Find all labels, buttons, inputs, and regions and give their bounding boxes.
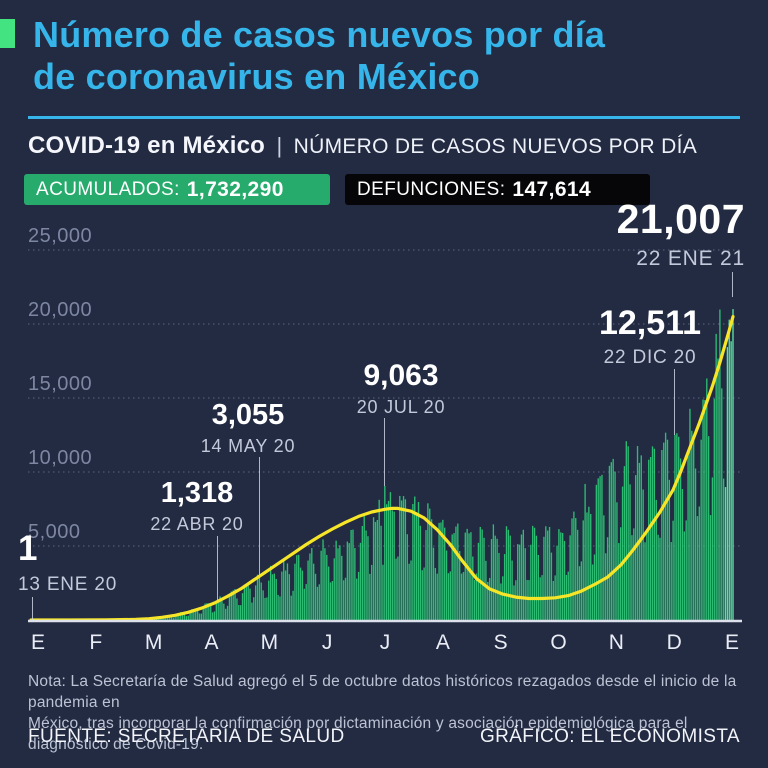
trend-line: [29, 315, 735, 622]
annotation-value: 9,063: [363, 359, 439, 392]
annotation-date: 20 JUL 20: [356, 397, 446, 417]
deaths-label: DEFUNCIONES:: [357, 178, 506, 200]
deaths-badge: DEFUNCIONES: 147,614: [345, 174, 650, 205]
svg-text:E: E: [31, 631, 45, 654]
page-title: Número de casos nuevos por día de corona…: [33, 14, 605, 98]
svg-text:M: M: [145, 631, 163, 654]
chart-subheader: COVID-19 en México | NÚMERO DE CASOS NUE…: [28, 132, 740, 160]
annotation-20-jul: 9,063 20 JUL 20: [328, 359, 474, 417]
svg-text:M: M: [261, 631, 279, 654]
svg-text:J: J: [322, 631, 333, 654]
graphic-credit: GRÁFICO: EL ECONOMISTA: [479, 726, 740, 747]
svg-text:25,000: 25,000: [28, 225, 92, 247]
svg-text:A: A: [436, 631, 450, 654]
svg-text:F: F: [89, 631, 102, 654]
annotation-22-abr: 1,318 22 ABR 20: [127, 477, 267, 534]
svg-text:20,000: 20,000: [28, 299, 92, 321]
annotation-date: 22 ABR 20: [150, 514, 244, 534]
svg-text:N: N: [609, 631, 624, 654]
svg-text:S: S: [494, 631, 508, 654]
accumulated-value: 1,732,290: [186, 177, 284, 201]
accumulated-badge: ACUMULADOS: 1,732,290: [24, 174, 330, 205]
green-accent-square: [0, 19, 15, 48]
svg-text:A: A: [204, 631, 218, 654]
annotation-22-dic: 12,511 22 DIC 20: [568, 306, 732, 367]
svg-text:D: D: [667, 631, 682, 654]
title-divider: [28, 116, 740, 119]
annotation-leader-line: [674, 369, 675, 435]
page-title-line2: de coronavirus en México: [33, 56, 480, 97]
note-line1: Nota: La Secretaría de Salud agregó el 5…: [28, 673, 737, 711]
note-line2: México, tras incorporar la confirmación …: [28, 715, 688, 753]
annotation-leader-line: [259, 457, 260, 575]
source-credit: FUENTE: SECRETARÍA DE SALUD: [28, 726, 345, 747]
svg-text:J: J: [380, 631, 391, 654]
annotation-leader-line: [32, 597, 33, 620]
annotation-value: 12,511: [598, 304, 702, 342]
annotation-date: 14 MAY 20: [200, 436, 296, 456]
svg-text:O: O: [550, 631, 566, 654]
annotation-value: 1: [18, 529, 38, 568]
annotation-value: 1,318: [160, 477, 234, 509]
accumulated-label: ACUMULADOS:: [36, 178, 180, 200]
annotation-value: 21,007: [616, 196, 745, 242]
svg-text:E: E: [725, 631, 739, 654]
annotation-date: 13 ENE 20: [18, 574, 118, 595]
annotation-peak-22-ene: 21,007 22 ENE 21: [555, 196, 745, 270]
annotation-leader-line: [732, 272, 733, 297]
subheader-descriptor: NÚMERO DE CASOS NUEVOS POR DÍA: [293, 135, 698, 158]
annotation-leader-line: [217, 536, 218, 601]
annotation-date: 22 DIC 20: [603, 347, 697, 368]
svg-text:5,000: 5,000: [28, 521, 81, 543]
annotation-leader-line: [384, 418, 385, 486]
annotation-first-case: 1 13 ENE 20: [18, 531, 138, 594]
subheader-separator: |: [276, 133, 283, 158]
svg-text:15,000: 15,000: [28, 373, 92, 395]
subheader-brand: COVID-19 en México: [28, 132, 266, 159]
page-title-line1: Número de casos nuevos por día: [33, 14, 606, 55]
deaths-value: 147,614: [512, 177, 592, 201]
y-axis-labels-group: 25,000 20,000 15,000 10,000 5,000: [28, 225, 92, 543]
annotation-date: 22 ENE 21: [636, 247, 745, 270]
annotation-14-may: 3,055 14 MAY 20: [176, 399, 320, 456]
methodology-note: Nota: La Secretaría de Salud agregó el 5…: [28, 671, 753, 755]
svg-text:10,000: 10,000: [28, 447, 92, 469]
annotation-value: 3,055: [211, 399, 285, 431]
